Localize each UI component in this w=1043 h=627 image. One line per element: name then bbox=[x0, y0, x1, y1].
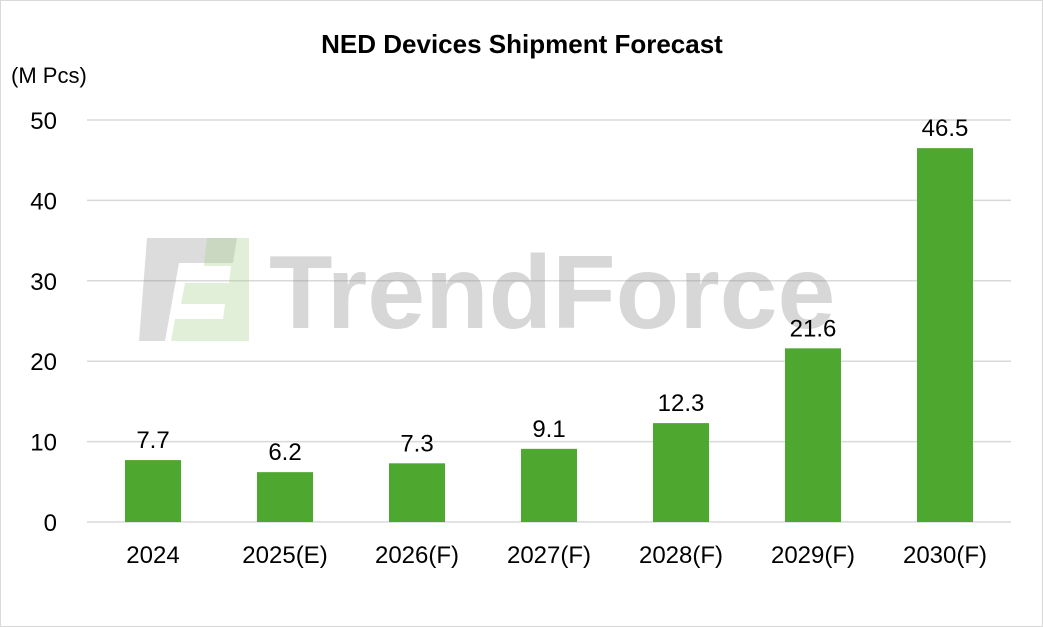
data-label-2029(F): 21.6 bbox=[790, 315, 837, 342]
x-tick-label-2030(F): 2030(F) bbox=[903, 542, 987, 569]
data-label-2030(F): 46.5 bbox=[922, 115, 969, 142]
y-tick-label-30: 30 bbox=[30, 269, 57, 296]
x-tick-label-2025(E): 2025(E) bbox=[242, 542, 327, 569]
trendforce-logo-icon bbox=[139, 238, 249, 341]
data-labels: 7.7 6.2 7.3 9.1 12.3 21.6 46.5 bbox=[136, 115, 968, 466]
bars bbox=[125, 148, 973, 522]
bar-2025(E) bbox=[257, 472, 313, 522]
data-label-2025(E): 6.2 bbox=[268, 439, 301, 466]
y-axis-ticks: 0 10 20 30 40 50 bbox=[30, 108, 57, 537]
gridlines bbox=[87, 119, 1011, 523]
data-label-2027(F): 9.1 bbox=[532, 416, 565, 443]
trendforce-watermark: TrendForce bbox=[139, 235, 835, 351]
bar-2029(F) bbox=[785, 348, 841, 522]
data-label-2026(F): 7.3 bbox=[400, 430, 433, 457]
y-tick-label-20: 20 bbox=[30, 349, 57, 376]
watermark-text: TrendForce bbox=[269, 235, 835, 351]
bar-2028(F) bbox=[653, 423, 709, 522]
y-tick-label-40: 40 bbox=[30, 188, 57, 215]
x-tick-label-2027(F): 2027(F) bbox=[507, 542, 591, 569]
x-axis-labels: 2024 2025(E) 2026(F) 2027(F) 2028(F) 2029(F) 2… bbox=[126, 542, 987, 569]
bar-2024 bbox=[125, 460, 181, 522]
chart-title: NED Devices Shipment Forecast bbox=[321, 29, 723, 59]
data-label-2028(F): 12.3 bbox=[658, 390, 705, 417]
bar-2026(F) bbox=[389, 463, 445, 522]
x-tick-label-2028(F): 2028(F) bbox=[639, 542, 723, 569]
bar-2027(F) bbox=[521, 448, 577, 522]
x-tick-label-2029(F): 2029(F) bbox=[771, 542, 855, 569]
data-label-2024: 7.7 bbox=[136, 427, 169, 454]
y-tick-label-0: 0 bbox=[44, 510, 57, 537]
x-tick-label-2024: 2024 bbox=[126, 542, 179, 569]
y-axis-unit-label: (M Pcs) bbox=[11, 63, 87, 88]
bar-2030(F) bbox=[917, 148, 973, 522]
y-tick-label-50: 50 bbox=[30, 108, 57, 135]
x-tick-label-2026(F): 2026(F) bbox=[375, 542, 459, 569]
y-tick-label-10: 10 bbox=[30, 430, 57, 457]
